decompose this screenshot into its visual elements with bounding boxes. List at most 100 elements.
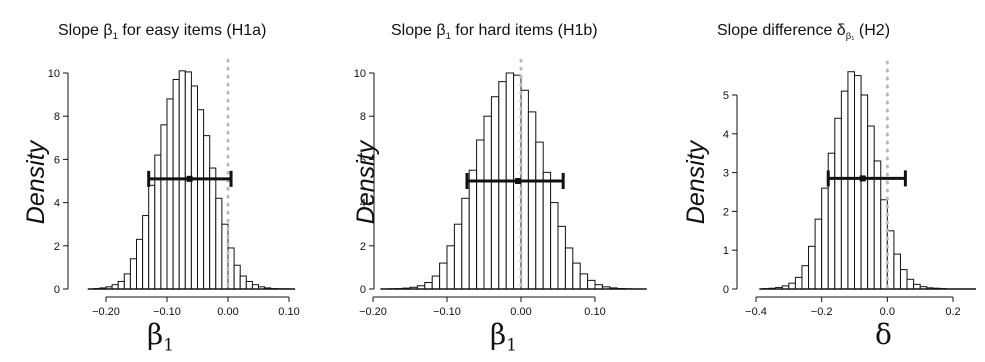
histogram-bar bbox=[572, 262, 581, 290]
y-tick-label: 10 bbox=[354, 68, 366, 80]
histogram-bar bbox=[906, 278, 915, 290]
histogram-bar bbox=[439, 262, 448, 290]
histogram-bar bbox=[233, 264, 241, 290]
x-tick-label: 0.2 bbox=[945, 306, 960, 318]
histogram-bar bbox=[814, 218, 823, 290]
y-tick: 10 bbox=[48, 68, 68, 80]
histogram-bar bbox=[245, 280, 253, 290]
y-tick: 8 bbox=[360, 111, 374, 123]
histogram-plot: 0 1 2 3 4 5 −0.4 −0.2 0.0 0.2 bbox=[723, 60, 976, 318]
y-tick-label: 3 bbox=[723, 168, 729, 180]
y-tick: 0 bbox=[360, 284, 374, 296]
histogram-bar bbox=[221, 223, 229, 290]
y-tick-label: 6 bbox=[54, 154, 60, 166]
posterior-mean-marker bbox=[186, 175, 193, 182]
title-subscript: β₁ bbox=[845, 31, 855, 43]
y-tick: 4 bbox=[723, 129, 737, 141]
histogram-bar bbox=[154, 154, 162, 290]
histogram-bar bbox=[239, 275, 247, 290]
histogram-bar bbox=[794, 276, 803, 290]
y-tick-label: 2 bbox=[360, 241, 366, 253]
y-tick: 2 bbox=[723, 206, 737, 218]
x-axis-label-symbol: δ bbox=[875, 318, 892, 351]
x-tick: −0.4 bbox=[745, 297, 767, 318]
x-tick-label: 0.00 bbox=[217, 306, 238, 318]
x-tick: 0.00 bbox=[217, 297, 239, 318]
y-tick-label: 2 bbox=[723, 206, 729, 218]
histogram-bar bbox=[468, 169, 478, 290]
histogram-bar bbox=[476, 139, 485, 290]
histogram-bar bbox=[148, 184, 156, 290]
histogram-plot: 0 2 4 6 8 10 −0.20 −0.10 0.00 0.10 bbox=[354, 58, 647, 318]
y-tick: 0 bbox=[723, 284, 737, 296]
x-axis-label-subscript: 1 bbox=[506, 334, 517, 355]
histogram-bar bbox=[847, 71, 856, 290]
histogram-bar bbox=[893, 253, 901, 290]
histogram-bar bbox=[840, 90, 849, 290]
histogram-bar bbox=[564, 247, 574, 290]
x-tick-label: −0.20 bbox=[359, 306, 387, 318]
histogram-bar bbox=[166, 98, 174, 290]
x-axis-label-subscript: 1 bbox=[163, 334, 174, 355]
histogram-bar bbox=[899, 269, 908, 290]
x-axis-label-symbol: β bbox=[490, 318, 507, 351]
histogram-bar bbox=[129, 258, 137, 290]
y-tick-label: 0 bbox=[360, 284, 366, 296]
y-tick-label: 4 bbox=[723, 129, 729, 141]
histogram-bar bbox=[123, 273, 131, 290]
x-tick: 0.00 bbox=[510, 297, 532, 318]
panel-hard-items: Slope β1 for hard items (H1b) Density β1… bbox=[330, 0, 660, 362]
x-tick-label: −0.2 bbox=[811, 306, 833, 318]
histogram-bar bbox=[854, 75, 862, 290]
y-tick: 6 bbox=[54, 154, 68, 166]
y-tick-label: 10 bbox=[48, 68, 60, 80]
histogram-bar bbox=[461, 197, 470, 290]
x-tick-label: −0.10 bbox=[433, 306, 461, 318]
histogram-bar bbox=[808, 245, 816, 290]
y-tick-label: 8 bbox=[360, 111, 366, 123]
x-tick-label: 0.00 bbox=[510, 306, 531, 318]
y-tick: 4 bbox=[360, 198, 374, 210]
y-tick: 3 bbox=[723, 168, 737, 180]
histogram-bar bbox=[527, 111, 537, 290]
y-tick: 0 bbox=[54, 284, 68, 296]
x-tick-label: 0.0 bbox=[880, 306, 895, 318]
histogram-bar bbox=[203, 135, 211, 290]
panel-title: Slope β1 for hard items (H1b) bbox=[391, 22, 598, 42]
x-tick: −0.20 bbox=[359, 297, 387, 318]
histogram-bar bbox=[446, 245, 455, 290]
histogram-bar bbox=[117, 280, 125, 290]
histogram-bar bbox=[483, 115, 492, 290]
title-subscript: 1 bbox=[445, 31, 451, 43]
histogram-bar bbox=[209, 167, 217, 290]
histogram-bar bbox=[215, 197, 223, 290]
histogram-bar bbox=[834, 117, 842, 290]
x-tick: −0.20 bbox=[92, 297, 120, 318]
y-tick-label: 1 bbox=[723, 245, 729, 257]
histogram-bar bbox=[801, 265, 810, 290]
histogram-bar bbox=[542, 171, 552, 290]
y-tick-label: 5 bbox=[723, 90, 729, 102]
x-tick: 0.2 bbox=[945, 297, 961, 318]
histogram-bar bbox=[860, 94, 869, 290]
histogram-bar bbox=[550, 202, 559, 290]
histogram-bar bbox=[873, 160, 882, 290]
histogram-bar bbox=[424, 282, 433, 290]
y-tick: 2 bbox=[360, 241, 374, 253]
x-tick-label: −0.20 bbox=[92, 306, 120, 318]
x-tick: −0.10 bbox=[433, 297, 461, 318]
histogram-bar bbox=[160, 124, 168, 290]
title-text-suffix: for easy items (H1a) bbox=[117, 22, 267, 39]
y-tick: 1 bbox=[723, 245, 737, 257]
x-tick: 0.10 bbox=[584, 297, 606, 318]
y-tick-label: 6 bbox=[360, 154, 366, 166]
y-tick: 10 bbox=[354, 68, 374, 80]
y-tick-label: 0 bbox=[54, 284, 60, 296]
y-tick: 5 bbox=[723, 90, 737, 102]
y-tick-label: 0 bbox=[723, 284, 729, 296]
y-tick-label: 4 bbox=[360, 198, 366, 210]
title-text: Slope β bbox=[391, 22, 446, 39]
histogram-bar bbox=[498, 81, 507, 290]
histogram-bar bbox=[431, 275, 441, 290]
